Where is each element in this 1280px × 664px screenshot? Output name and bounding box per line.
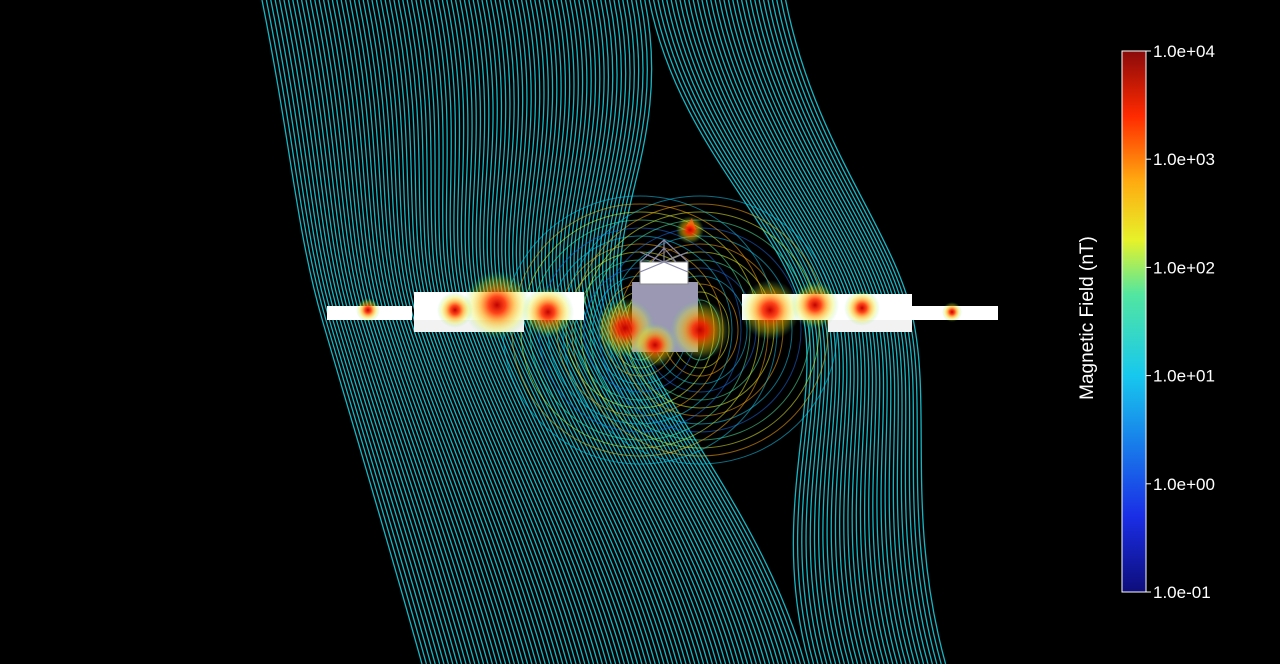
field-hotspot xyxy=(356,298,380,322)
field-line xyxy=(327,0,489,664)
colorbar-tick-label: 1.0e+00 xyxy=(1153,475,1215,494)
field-line xyxy=(344,0,507,664)
field-hotspot xyxy=(633,323,677,367)
colorbar: 1.0e+04 1.0e+03 1.0e+02 1.0e+01 1.0e+00 1.0e-… xyxy=(1077,42,1215,602)
field-line xyxy=(336,0,498,664)
field-line xyxy=(569,0,744,664)
colorbar-tick-label: 1.0e+04 xyxy=(1153,42,1215,61)
field-loop xyxy=(580,211,820,449)
field-line xyxy=(362,0,524,664)
field-hotspot xyxy=(676,216,704,244)
field-hotspot xyxy=(463,271,531,339)
field-line xyxy=(566,0,740,664)
colorbar-title: Magnetic Field (nT) xyxy=(1077,236,1098,400)
field-hotspot xyxy=(791,281,839,329)
field-line xyxy=(309,0,472,664)
field-line xyxy=(366,0,529,664)
field-hotspot xyxy=(670,300,730,360)
field-line xyxy=(331,0,494,664)
field-line xyxy=(261,0,423,664)
field-line xyxy=(265,0,428,664)
colorbar-tick-label: 1.0e+01 xyxy=(1153,367,1215,386)
field-hotspot xyxy=(437,292,473,328)
colorbar-tick-label: 1.0e-01 xyxy=(1153,583,1211,602)
field-line xyxy=(349,0,511,664)
field-line xyxy=(573,0,749,664)
field-hotspots xyxy=(356,216,962,367)
colorbar-gradient xyxy=(1121,50,1147,593)
field-hotspot xyxy=(522,286,574,338)
spacecraft-mast-box xyxy=(639,261,689,285)
colorbar-ticks: 1.0e+04 1.0e+03 1.0e+02 1.0e+01 1.0e+00 1.0e-… xyxy=(1146,42,1215,602)
field-line xyxy=(371,0,533,664)
field-line xyxy=(358,0,520,664)
field-line xyxy=(340,0,502,664)
field-hotspot xyxy=(844,290,880,326)
field-line xyxy=(562,0,736,664)
colorbar-tick-label: 1.0e+02 xyxy=(1153,258,1215,277)
field-loop xyxy=(589,219,811,441)
field-hotspot xyxy=(740,280,800,340)
spacecraft-mast-truss xyxy=(639,239,689,273)
colorbar-tick-label: 1.0e+03 xyxy=(1153,150,1215,169)
solar-panel-segment xyxy=(828,320,912,332)
field-line xyxy=(353,0,516,664)
field-line xyxy=(576,0,753,664)
field-hotspot xyxy=(942,302,962,322)
